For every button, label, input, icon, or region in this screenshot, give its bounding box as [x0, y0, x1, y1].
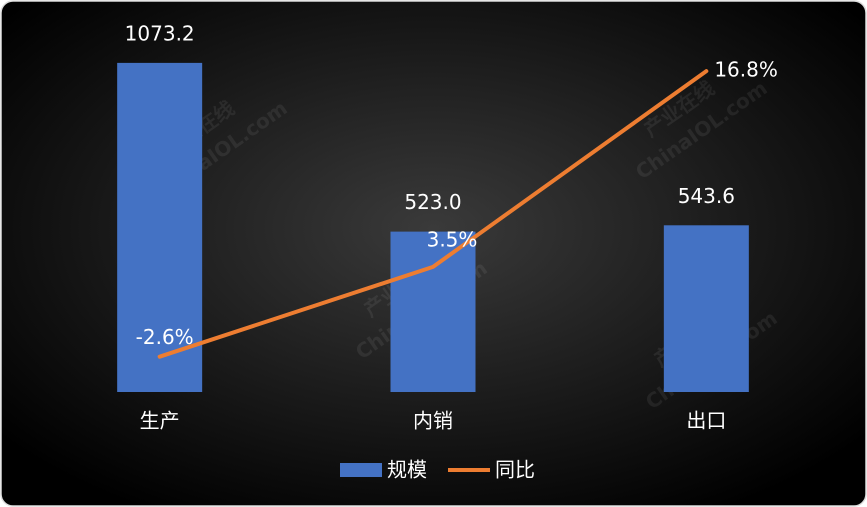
legend-label: 规模: [387, 458, 427, 482]
legend-label: 同比: [495, 458, 535, 482]
x-tick-label: 生产: [140, 409, 180, 433]
legend-swatch: [340, 463, 382, 477]
x-tick-label: 内销: [413, 409, 453, 433]
data-label: -2.6%: [136, 325, 194, 349]
x-tick-label: 出口: [686, 409, 726, 433]
data-label: 1073.2: [125, 21, 195, 45]
data-label: 543.6: [678, 184, 735, 208]
data-label: 16.8%: [714, 58, 778, 82]
line: [157, 69, 709, 359]
bar: [390, 231, 476, 392]
bar: [663, 225, 749, 392]
data-label: 3.5%: [427, 227, 478, 251]
data-label: 523.0: [404, 190, 461, 214]
bar: [117, 62, 203, 392]
